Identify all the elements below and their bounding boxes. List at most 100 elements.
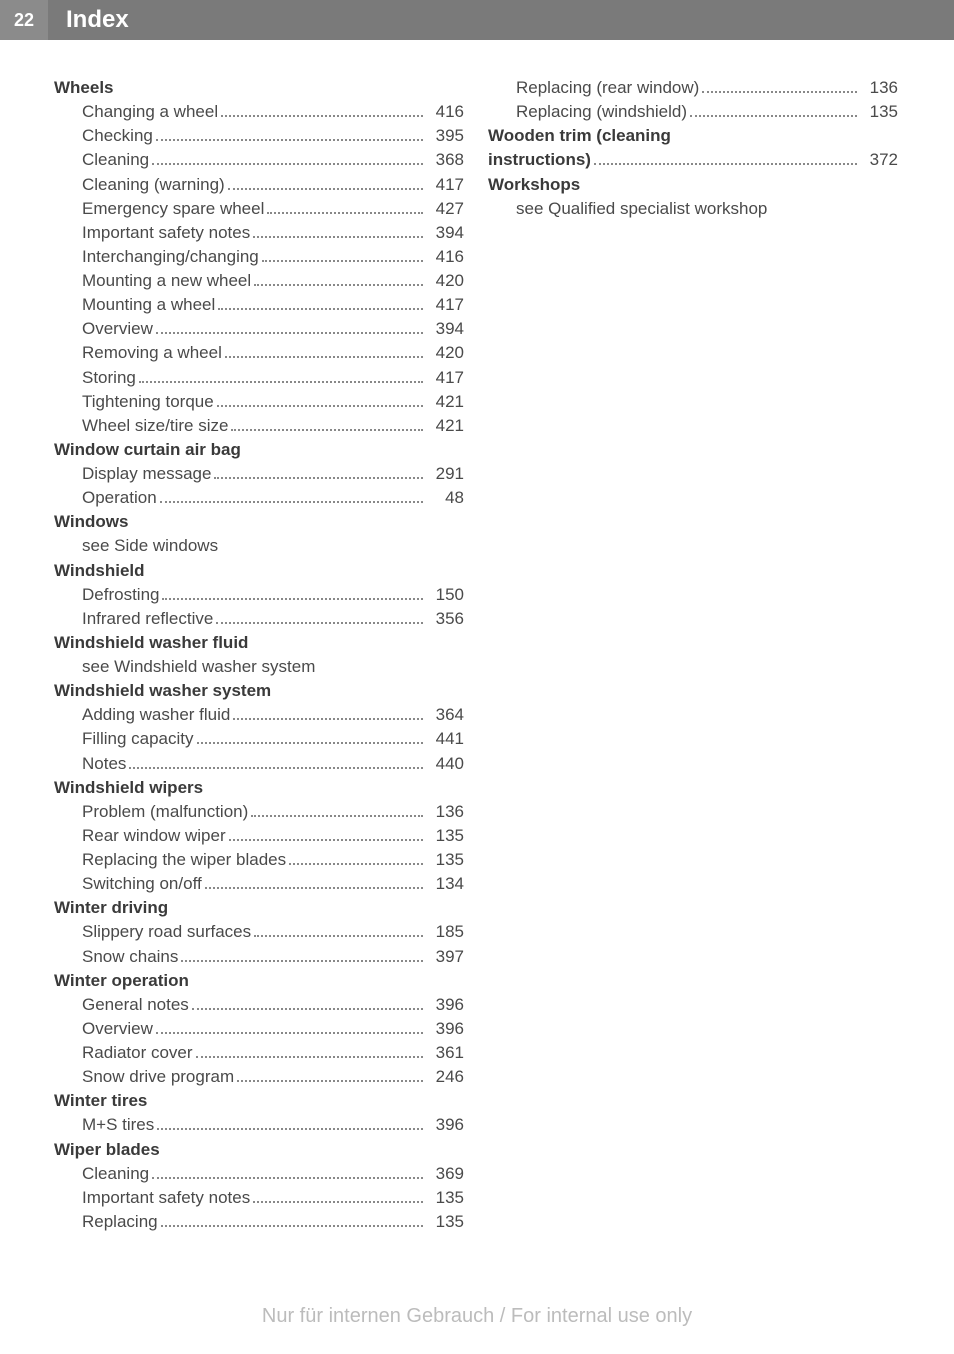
index-entry-page: 420 — [426, 269, 464, 293]
index-entry: Important safety notes 394 — [82, 221, 464, 245]
index-entry-page: 372 — [860, 148, 898, 172]
index-entry-page: 369 — [426, 1162, 464, 1186]
leader-dots — [156, 139, 423, 141]
index-entry: Snow chains397 — [82, 945, 464, 969]
index-entry: Rear window wiper 135 — [82, 824, 464, 848]
index-entry: Overview 396 — [82, 1017, 464, 1041]
index-entry-label: Cleaning — [82, 1162, 149, 1186]
index-title-entry: instructions) 372 — [488, 148, 898, 172]
index-entry: Switching on/off134 — [82, 872, 464, 896]
index-entry-label: Adding washer fluid — [82, 703, 230, 727]
index-entry-page: 396 — [426, 1017, 464, 1041]
index-entry-page: 416 — [426, 100, 464, 124]
index-entry-label: Defrosting — [82, 583, 159, 607]
index-entry-label: Overview — [82, 1017, 153, 1041]
index-entry-label: Snow chains — [82, 945, 178, 969]
leader-dots — [262, 260, 423, 262]
index-entry-page: 136 — [860, 76, 898, 100]
index-entry-page: 394 — [426, 221, 464, 245]
index-entry: Defrosting 150 — [82, 583, 464, 607]
leader-dots — [160, 501, 423, 503]
index-section-title: Wheels — [54, 76, 464, 100]
index-entry-page: 364 — [426, 703, 464, 727]
index-entry: Replacing (rear window)136 — [516, 76, 898, 100]
index-entry-page: 135 — [426, 1186, 464, 1210]
index-entry-label: Important safety notes — [82, 221, 250, 245]
leader-dots — [216, 622, 423, 624]
index-entry: Wheel size/tire size421 — [82, 414, 464, 438]
index-entry: Operation48 — [82, 486, 464, 510]
index-entry: Adding washer fluid 364 — [82, 703, 464, 727]
header-bar: 22 Index — [0, 0, 954, 40]
index-entry-label: Snow drive program — [82, 1065, 234, 1089]
leader-dots — [690, 115, 857, 117]
page-number-tab: 22 — [0, 0, 48, 40]
index-entry-page: 246 — [426, 1065, 464, 1089]
index-entry-label: Cleaning (warning) — [82, 173, 225, 197]
header-title: Index — [66, 6, 129, 34]
index-entry: M+S tires 396 — [82, 1113, 464, 1137]
index-entry-page: 396 — [426, 1113, 464, 1137]
leader-dots — [129, 767, 423, 769]
index-entry-page: 135 — [426, 824, 464, 848]
index-entry-page: 417 — [426, 366, 464, 390]
index-entry: Mounting a new wheel420 — [82, 269, 464, 293]
index-entry-page: 368 — [426, 148, 464, 172]
index-entry: Notes440 — [82, 752, 464, 776]
index-entry-label: Storing — [82, 366, 136, 390]
index-entry: Radiator cover 361 — [82, 1041, 464, 1065]
index-entry: Emergency spare wheel427 — [82, 197, 464, 221]
index-entry: Cleaning 369 — [82, 1162, 464, 1186]
index-entry-page: 136 — [426, 800, 464, 824]
index-entry: Cleaning 368 — [82, 148, 464, 172]
index-entry-page: 420 — [426, 341, 464, 365]
index-entry-label: M+S tires — [82, 1113, 154, 1137]
index-entry-label: instructions) — [488, 148, 591, 172]
index-entry: Problem (malfunction)136 — [82, 800, 464, 824]
leader-dots — [228, 188, 423, 190]
leader-dots — [217, 405, 423, 407]
index-entry-label: Cleaning — [82, 148, 149, 172]
index-entry-page: 135 — [426, 1210, 464, 1234]
index-entry-label: Removing a wheel — [82, 341, 222, 365]
index-entry-label: Rear window wiper — [82, 824, 226, 848]
index-entry-page: 361 — [426, 1041, 464, 1065]
index-entry-page: 421 — [426, 414, 464, 438]
index-entry: Removing a wheel 420 — [82, 341, 464, 365]
index-entry-page: 416 — [426, 245, 464, 269]
index-entry-page: 135 — [426, 848, 464, 872]
content-area: WheelsChanging a wheel416Checking395Clea… — [0, 40, 954, 1234]
index-entry-page: 421 — [426, 390, 464, 414]
index-entry: Tightening torque421 — [82, 390, 464, 414]
footer-watermark: Nur für internen Gebrauch / For internal… — [0, 1305, 954, 1328]
leader-dots — [197, 742, 424, 744]
index-section-title: Windows — [54, 510, 464, 534]
leader-dots — [251, 815, 423, 817]
index-entry: Cleaning (warning)417 — [82, 173, 464, 197]
index-entry-page: 48 — [426, 486, 464, 510]
index-entry-label: Radiator cover — [82, 1041, 193, 1065]
index-entry: Snow drive program 246 — [82, 1065, 464, 1089]
index-entry-label: Filling capacity — [82, 727, 194, 751]
index-section-title: Windshield washer system — [54, 679, 464, 703]
index-entry-label: Overview — [82, 317, 153, 341]
leader-dots — [289, 863, 423, 865]
leader-dots — [157, 1128, 423, 1130]
index-entry-page: 150 — [426, 583, 464, 607]
index-see-reference: see Windshield washer system — [82, 655, 464, 679]
leader-dots — [218, 308, 423, 310]
leader-dots — [233, 718, 423, 720]
index-entry-label: Interchanging/changing — [82, 245, 259, 269]
index-see-reference: see Qualified specialist workshop — [516, 197, 898, 221]
leader-dots — [702, 91, 857, 93]
index-entry: Important safety notes135 — [82, 1186, 464, 1210]
index-entry: Mounting a wheel417 — [82, 293, 464, 317]
index-entry: Slippery road surfaces185 — [82, 920, 464, 944]
index-entry-label: Checking — [82, 124, 153, 148]
leader-dots — [192, 1008, 423, 1010]
leader-dots — [253, 236, 423, 238]
index-entry-page: 185 — [426, 920, 464, 944]
index-entry: General notes396 — [82, 993, 464, 1017]
index-entry: Changing a wheel416 — [82, 100, 464, 124]
index-entry-label: Display message — [82, 462, 211, 486]
